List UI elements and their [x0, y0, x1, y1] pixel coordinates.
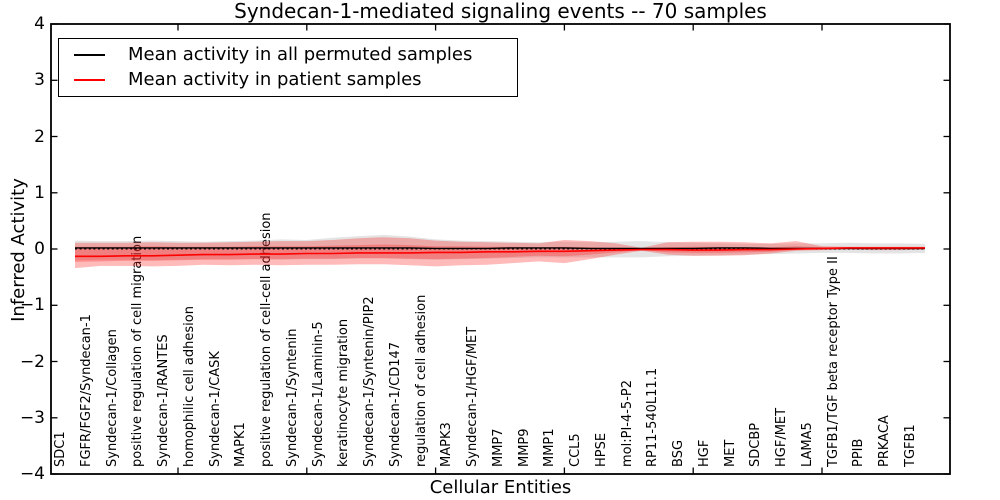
legend-item-permuted: Mean activity in all permuted samples	[74, 43, 517, 65]
legend: Mean activity in all permuted samples Me…	[58, 38, 518, 97]
patient-line-swatch	[74, 79, 105, 82]
chart-title: Syndecan-1-mediated signaling events -- …	[234, 0, 767, 23]
y-tick-label: 2	[34, 126, 45, 147]
legend-label-patient: Mean activity in patient samples	[128, 69, 422, 91]
y-tick-label: −4	[19, 464, 45, 484]
y-tick-label: −3	[19, 407, 45, 428]
y-tick-label: −1	[19, 295, 45, 316]
permuted-line-swatch	[74, 53, 105, 56]
legend-item-patient: Mean activity in patient samples	[74, 70, 517, 90]
y-tick-label: 3	[34, 70, 45, 91]
band-patient-samples-range	[75, 237, 925, 269]
y-tick-label: 1	[34, 182, 45, 203]
y-tick-label: −2	[19, 351, 45, 372]
permuted-mean-line	[75, 247, 925, 250]
legend-label-permuted: Mean activity in all permuted samples	[128, 43, 473, 65]
y-tick-label: 0	[34, 239, 45, 259]
x-axis-label: Cellular Entities	[429, 477, 572, 498]
y-axis-label: Inferred Activity	[8, 178, 29, 322]
patient-mean-line	[75, 247, 925, 258]
y-tick-label: 4	[34, 14, 45, 34]
